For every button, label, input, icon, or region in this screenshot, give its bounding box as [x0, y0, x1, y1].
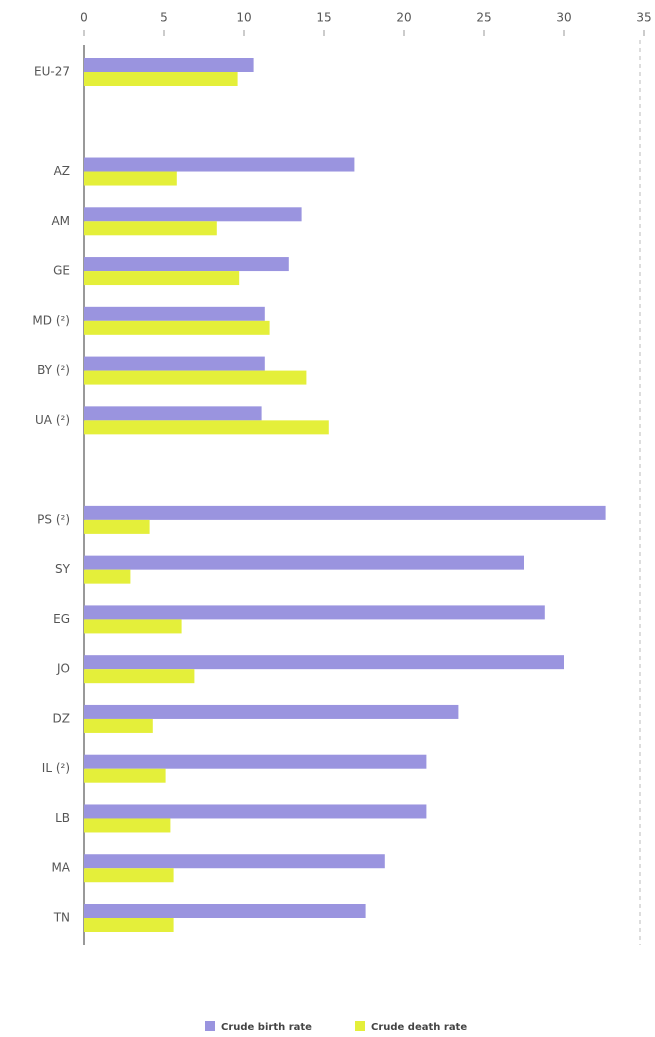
bar [84, 370, 307, 385]
x-tick-label: 15 [316, 11, 331, 25]
legend-swatch [355, 1021, 365, 1031]
y-tick-label: SY [55, 562, 71, 576]
bar [84, 207, 302, 222]
y-tick-label: GE [53, 264, 70, 278]
bar [84, 818, 171, 833]
bar [84, 406, 262, 421]
x-tick-label: 0 [80, 11, 88, 25]
bar [84, 754, 427, 769]
bar [84, 157, 355, 172]
bar [84, 605, 545, 620]
x-tick-label: 5 [160, 11, 168, 25]
y-tick-label: TN [53, 911, 70, 925]
legend-swatch [205, 1021, 215, 1031]
bar [84, 519, 150, 534]
y-tick-label: EG [53, 612, 70, 626]
bar [84, 669, 195, 684]
bar [84, 72, 238, 86]
bar [84, 854, 385, 869]
bar [84, 868, 174, 883]
bar [84, 569, 131, 584]
x-tick-label: 35 [636, 11, 651, 25]
bar [84, 171, 177, 186]
y-tick-label: PS (²) [37, 512, 70, 526]
legend-label: Crude birth rate [221, 1022, 312, 1033]
y-tick-label: JO [56, 662, 70, 676]
bar [84, 904, 366, 918]
y-tick-label: MD (²) [32, 313, 70, 327]
bar [84, 918, 174, 932]
bar [84, 718, 153, 733]
bar [84, 271, 240, 286]
legend-label: Crude death rate [371, 1022, 467, 1033]
y-tick-label: UA (²) [35, 413, 70, 427]
bar [84, 655, 564, 670]
y-tick-label: MA [51, 861, 70, 875]
bar [84, 555, 524, 570]
bar [84, 804, 427, 819]
x-tick-label: 25 [476, 11, 491, 25]
bar [84, 221, 217, 236]
bar [84, 619, 182, 634]
bar [84, 768, 166, 783]
bar [84, 505, 606, 520]
bar [84, 257, 289, 272]
y-tick-label: DZ [53, 711, 70, 725]
x-tick-label: 20 [396, 11, 411, 25]
bar [84, 320, 270, 335]
bar [84, 306, 265, 321]
bar [84, 58, 254, 72]
y-tick-label: LB [55, 811, 70, 825]
y-tick-label: AM [51, 214, 70, 228]
bar [84, 356, 265, 371]
bar [84, 420, 329, 435]
y-tick-label: IL (²) [42, 761, 70, 775]
y-tick-label: AZ [54, 164, 70, 178]
x-tick-label: 10 [236, 11, 251, 25]
y-tick-label: BY (²) [37, 363, 70, 377]
bar [84, 704, 459, 719]
y-tick-label: EU-27 [34, 65, 70, 79]
x-tick-label: 30 [556, 11, 571, 25]
